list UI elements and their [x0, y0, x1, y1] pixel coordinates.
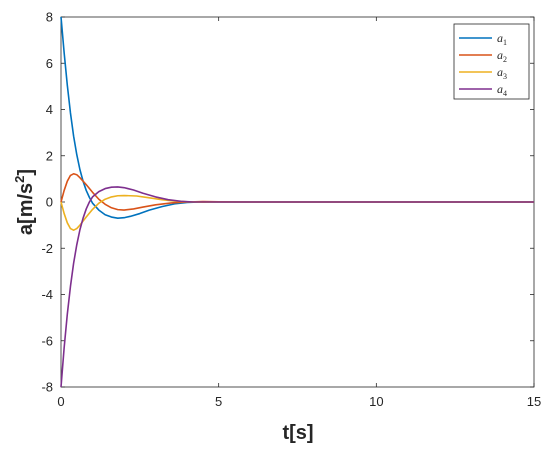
y-tick-label: 0 — [46, 195, 53, 210]
y-tick-label: -2 — [41, 241, 53, 256]
x-tick-label: 10 — [369, 394, 383, 409]
series-lines — [60, 16, 534, 388]
x-tick-label: 5 — [215, 394, 222, 409]
y-tick-label: 6 — [46, 56, 53, 71]
legend-entry: a4 — [497, 82, 507, 98]
x-axis-label: t[s] — [282, 422, 313, 444]
y-tick-label: 8 — [46, 10, 53, 25]
y-tick-label: -6 — [41, 333, 53, 348]
y-tick-label: 4 — [46, 102, 53, 117]
legend-entry: a3 — [497, 65, 507, 81]
y-tick-label: -4 — [41, 287, 53, 302]
x-tick-label: 15 — [527, 394, 541, 409]
y-axis-label: a[m/s2] — [12, 169, 37, 235]
x-tick-label: 0 — [57, 394, 64, 409]
y-axis: -8 -6 -4 -2 0 2 4 6 8 — [41, 10, 534, 395]
legend-entry: a1 — [497, 31, 507, 47]
legend-box — [453, 23, 530, 100]
y-tick-label: -8 — [41, 380, 53, 395]
series-line-a4 — [60, 186, 534, 388]
y-tick-label: 2 — [46, 148, 53, 163]
x-axis: 0 5 10 15 — [57, 17, 541, 409]
legend-entry: a2 — [497, 48, 507, 64]
